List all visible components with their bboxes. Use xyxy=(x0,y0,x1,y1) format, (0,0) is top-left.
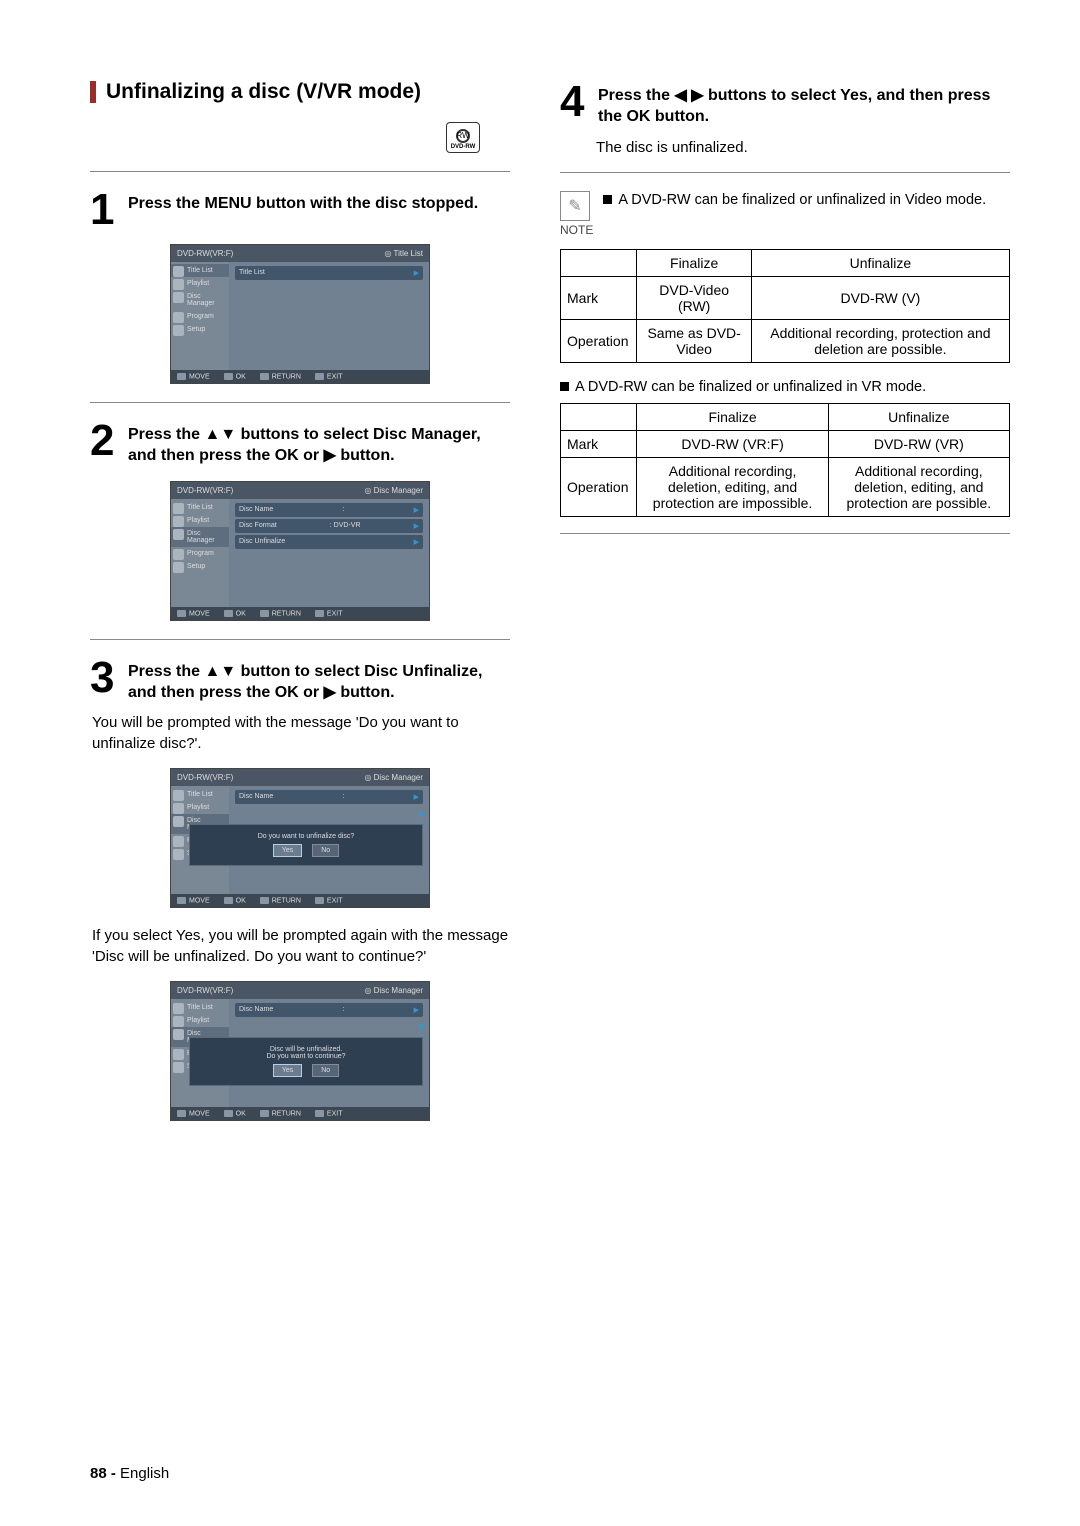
row-mark-label: Mark xyxy=(561,430,637,457)
table-vr-mode: Finalize Unfinalize Mark DVD-RW (VR:F) D… xyxy=(560,403,1010,517)
col-unfinalize: Unfinalize xyxy=(751,249,1009,276)
step-2-number: 2 xyxy=(90,421,120,461)
divider xyxy=(90,402,510,403)
footer-move: MOVE xyxy=(177,373,210,380)
dvd-screenshot-4: DVD-RW(VR:F) ◎ Disc Manager Title List P… xyxy=(170,981,430,1121)
cell-mark-finalize: DVD-Video (RW) xyxy=(637,276,751,319)
right-column: 4 Press the ◀ ▶ buttons to select Yes, a… xyxy=(560,80,1010,1139)
dvd-dialog-continue: Disc will be unfinalized. Do you want to… xyxy=(189,1037,423,1086)
cell-mark-finalize: DVD-RW (VR:F) xyxy=(637,430,828,457)
col-unfinalize: Unfinalize xyxy=(828,403,1009,430)
page-number: 88 - xyxy=(90,1465,116,1482)
step-3-sub2: If you select Yes, you will be prompted … xyxy=(92,926,510,967)
side-item: Disc Manager xyxy=(171,290,229,310)
dvd-header-left: DVD-RW(VR:F) xyxy=(177,249,233,258)
step-4: 4 Press the ◀ ▶ buttons to select Yes, a… xyxy=(560,82,1010,128)
note-block: ✎ NOTE A DVD-RW can be finalized or unfi… xyxy=(560,191,1010,237)
cell-op-finalize: Additional recording, deletion, editing,… xyxy=(637,457,828,516)
step-4-number: 4 xyxy=(560,82,590,122)
step-4-sub: The disc is unfinalized. xyxy=(596,138,1010,158)
step-2-text: Press the ▲▼ buttons to select Disc Mana… xyxy=(128,421,510,467)
dialog-yes-button[interactable]: Yes xyxy=(273,844,302,857)
table-video-mode: Finalize Unfinalize Mark DVD-Video (RW) … xyxy=(560,249,1010,363)
bullet-square-icon xyxy=(603,195,612,204)
dialog-yes-button[interactable]: Yes xyxy=(273,1064,302,1077)
note-text: A DVD-RW can be finalized or unfinalized… xyxy=(603,191,1010,211)
note-icon: ✎ xyxy=(560,191,590,221)
step-4-text: Press the ◀ ▶ buttons to select Yes, and… xyxy=(598,82,1010,128)
step-3-number: 3 xyxy=(90,658,120,698)
col-finalize: Finalize xyxy=(637,249,751,276)
side-item: Program xyxy=(171,547,229,560)
cell-op-finalize: Same as DVD-Video xyxy=(637,319,751,362)
dvd-screenshot-1: DVD-RW(VR:F) ◎ Title List Title List Pla… xyxy=(170,244,430,384)
dvd-row-disc-unfinalize: Disc Unfinalize▶ xyxy=(235,535,423,549)
footer-ok: OK xyxy=(224,373,246,380)
dvd-row-title-list: Title List▶ xyxy=(235,266,423,280)
dialog-no-button[interactable]: No xyxy=(312,1064,339,1077)
note-label: NOTE xyxy=(560,223,593,237)
dialog-msg: Disc will be unfinalized. xyxy=(196,1046,416,1053)
disc-badge-label: DVD-RW xyxy=(447,144,479,150)
side-item: Disc Manager xyxy=(171,527,229,547)
divider xyxy=(90,171,510,172)
dialog-msg: Do you want to unfinalize disc? xyxy=(196,833,416,840)
step-3-sub1: You will be prompted with the message 'D… xyxy=(92,713,510,754)
side-item: Playlist xyxy=(171,277,229,290)
footer-return: RETURN xyxy=(260,373,301,380)
dvd-screenshot-2: DVD-RW(VR:F) ◎ Disc Manager Title List P… xyxy=(170,481,430,621)
divider xyxy=(560,172,1010,173)
divider xyxy=(560,533,1010,534)
dvd-header-right: ◎ Title List xyxy=(384,249,423,258)
page-language: English xyxy=(120,1465,169,1482)
dvd-header-left: DVD-RW(VR:F) xyxy=(177,486,233,495)
step-1: 1 Press the MENU button with the disc st… xyxy=(90,190,510,230)
cell-op-unfinalize: Additional recording, protection and del… xyxy=(751,319,1009,362)
side-item: Setup xyxy=(171,560,229,573)
dvd-row-disc-name: Disc Name:▶ xyxy=(235,503,423,517)
title-accent-bar xyxy=(90,81,96,103)
dvd-dialog-unfinalize: Do you want to unfinalize disc? Yes No xyxy=(189,824,423,866)
dvd-screenshot-3: DVD-RW(VR:F) ◎ Disc Manager Title List P… xyxy=(170,768,430,908)
side-item: Title List xyxy=(171,264,229,277)
cell-mark-unfinalize: DVD-RW (VR) xyxy=(828,430,1009,457)
vr-mode-note: A DVD-RW can be finalized or unfinalized… xyxy=(560,379,1010,395)
disc-rw-icon: RW xyxy=(456,129,470,143)
step-2: 2 Press the ▲▼ buttons to select Disc Ma… xyxy=(90,421,510,467)
row-mark-label: Mark xyxy=(561,276,637,319)
row-operation-label: Operation xyxy=(561,319,637,362)
divider xyxy=(90,639,510,640)
page-footer: 88 - English xyxy=(90,1465,169,1482)
left-column: Unfinalizing a disc (V/VR mode) RW DVD-R… xyxy=(90,80,510,1139)
side-item: Program xyxy=(171,310,229,323)
dvd-row-disc-format: Disc Format: DVD-VR▶ xyxy=(235,519,423,533)
step-3-text: Press the ▲▼ button to select Disc Unfin… xyxy=(128,658,510,704)
side-item: Setup xyxy=(171,323,229,336)
disc-type-badge: RW DVD-RW xyxy=(90,122,510,153)
step-1-text: Press the MENU button with the disc stop… xyxy=(128,190,478,215)
side-item: Playlist xyxy=(171,514,229,527)
footer-exit: EXIT xyxy=(315,373,343,380)
col-finalize: Finalize xyxy=(637,403,828,430)
row-operation-label: Operation xyxy=(561,457,637,516)
section-title-text: Unfinalizing a disc (V/VR mode) xyxy=(106,80,421,104)
dialog-msg: Do you want to continue? xyxy=(196,1053,416,1060)
cell-op-unfinalize: Additional recording, deletion, editing,… xyxy=(828,457,1009,516)
side-item: Title List xyxy=(171,501,229,514)
dialog-no-button[interactable]: No xyxy=(312,844,339,857)
cell-mark-unfinalize: DVD-RW (V) xyxy=(751,276,1009,319)
section-title: Unfinalizing a disc (V/VR mode) xyxy=(90,80,510,104)
bullet-square-icon xyxy=(560,382,569,391)
dvd-header-right: ◎ Disc Manager xyxy=(364,486,423,495)
step-3: 3 Press the ▲▼ button to select Disc Unf… xyxy=(90,658,510,704)
step-1-number: 1 xyxy=(90,190,120,230)
